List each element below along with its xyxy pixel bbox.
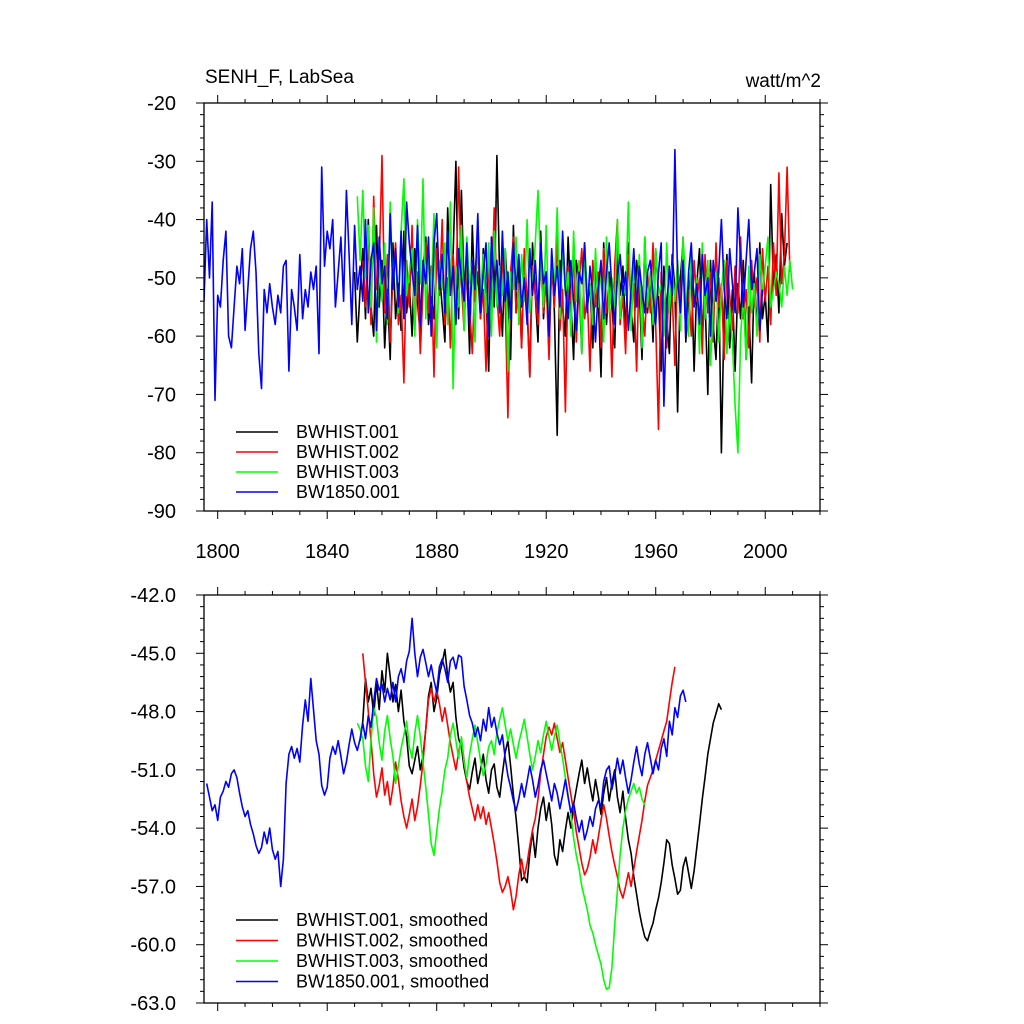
- y-tick-label: -42.0: [130, 585, 176, 607]
- legend-label: BWHIST.001: [296, 422, 399, 442]
- series-line: [359, 648, 723, 942]
- legend-label: BWHIST.002: [296, 442, 399, 462]
- series-line: [362, 653, 676, 911]
- y-tick-label: -45.0: [130, 643, 176, 665]
- series-group: [204, 148, 794, 454]
- series-group: [205, 617, 723, 991]
- legend-label: BWHIST.002, smoothed: [296, 931, 488, 951]
- y-tick-label: -48.0: [130, 702, 176, 724]
- header-left: SENH_F, LabSea: [205, 67, 354, 88]
- legend-label: BWHIST.003, smoothed: [296, 951, 488, 971]
- y-tick-label: -60.0: [130, 935, 176, 957]
- y-tick-label: -80: [147, 443, 176, 465]
- bottom-panel: -63.0 -60.0 -57.0 -54.0 -51.0 -48.0 -45.0 -42.0…: [130, 585, 828, 1015]
- series-line: [362, 154, 791, 431]
- legend-label: BWHIST.003: [296, 462, 399, 482]
- x-tick-label: 2000: [743, 541, 788, 563]
- legend-label: BW1850.001: [296, 482, 400, 502]
- y-tick-label: -51.0: [130, 760, 176, 782]
- legend-label: BW1850.001, smoothed: [296, 972, 489, 992]
- plot-frame: [203, 594, 821, 1004]
- x-tick-label: 1920: [524, 541, 569, 563]
- x-tick-label: 1840: [305, 541, 350, 563]
- top-panel: 1800 1840 1880 1920 1960 2000 -90 -80 -70 -60 -50 -…: [147, 93, 828, 563]
- legend-label: BWHIST.001, smoothed: [296, 910, 488, 930]
- y-tick-label: -40: [147, 210, 176, 232]
- x-tick-label: 1960: [633, 541, 678, 563]
- series-line: [356, 706, 646, 991]
- plot-frame: [203, 102, 821, 512]
- y-tick-label: -20: [147, 93, 176, 115]
- y-tick-label: -70: [147, 384, 176, 406]
- series-line: [205, 617, 687, 888]
- series-line: [204, 148, 764, 407]
- header-right: watt/m^2: [745, 71, 821, 92]
- x-tick-label: 1800: [195, 541, 240, 563]
- y-tick-label: -90: [147, 501, 176, 523]
- y-tick-label: -60: [147, 326, 176, 348]
- y-tick-label: -50: [147, 268, 176, 290]
- y-tick-label: -63.0: [130, 993, 176, 1015]
- y-tick-label: -57.0: [130, 876, 176, 898]
- y-tick-label: -54.0: [130, 818, 176, 840]
- x-tick-label: 1880: [414, 541, 459, 563]
- y-tick-label: -30: [147, 151, 176, 173]
